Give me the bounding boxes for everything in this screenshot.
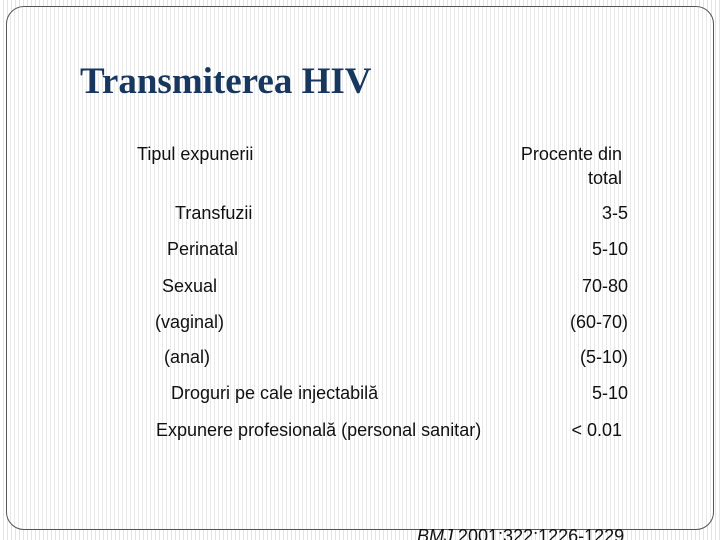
row-label: Sexual: [162, 276, 218, 296]
row-value: 70-80: [581, 276, 628, 296]
column-header: Procente din total: [520, 144, 622, 188]
slide-frame: [6, 6, 714, 530]
row-value: 5-10: [591, 383, 628, 403]
row-value: 3-5: [601, 203, 628, 223]
row-label: (anal): [164, 347, 211, 367]
slide-title: Transmiterea HIV: [80, 61, 372, 102]
source: BMJ 2001;322:1226-1229: [417, 524, 624, 540]
row-value: 5-10: [591, 239, 628, 259]
row-value: (5-10): [579, 347, 628, 367]
source-citation: 2001;322:1226-1229: [458, 526, 625, 540]
column-header: Tipul expunerii: [137, 144, 254, 164]
row-value: (60-70): [569, 312, 628, 332]
row-label: Expunere profesională (personal sanitar): [156, 420, 482, 440]
row-label: Droguri pe cale injectabilă: [171, 383, 379, 403]
row-label: Transfuzii: [175, 203, 253, 223]
row-value: < 0.01: [571, 420, 622, 440]
source-journal: BMJ: [417, 526, 453, 540]
row-label: Perinatal: [167, 239, 239, 259]
row-label: (vaginal): [155, 312, 225, 332]
